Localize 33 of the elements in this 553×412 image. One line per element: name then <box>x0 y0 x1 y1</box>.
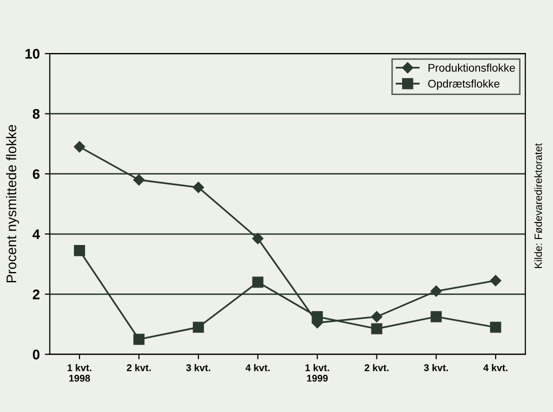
point <box>192 322 204 333</box>
y-tick-label: 0 <box>32 350 40 360</box>
point <box>312 311 323 322</box>
y-tick-label: 4 <box>32 229 40 240</box>
x-tick-label: 4 kvt. <box>246 364 270 372</box>
y-tick-label: 6 <box>32 169 40 180</box>
text: Kilde: Fødevaredirektoratet <box>534 143 542 268</box>
point <box>133 334 144 345</box>
point <box>133 174 145 186</box>
point <box>371 323 382 334</box>
x-tick-label: 1 kvt. 1998 <box>68 364 92 382</box>
point <box>74 141 86 152</box>
point <box>252 232 264 244</box>
y-tick-label: 10 <box>25 48 40 59</box>
y-axis-title: Procent nysmittede flokke <box>6 125 20 282</box>
x-tick-label: 2 kvt. <box>364 364 388 372</box>
point <box>430 286 442 297</box>
x-tick-label: 3 kvt. <box>186 364 210 372</box>
x-tick-label: 4 kvt. <box>483 364 508 372</box>
legend-label: Produktionsflokke <box>428 64 515 72</box>
point <box>430 311 442 322</box>
x-tick-label: 3 kvt. <box>424 364 448 372</box>
x-tick-label: 1 kvt. 1999 <box>305 364 330 382</box>
legend-label: Opdrætsflokke <box>428 79 500 90</box>
point <box>252 276 264 288</box>
point <box>371 311 382 322</box>
point <box>192 182 204 194</box>
y-tick-label: 2 <box>32 290 40 300</box>
point <box>74 245 86 256</box>
point <box>490 275 502 286</box>
x-tick-label: 2 kvt. <box>126 364 151 372</box>
point <box>490 322 502 333</box>
y-tick-label: 8 <box>32 109 40 119</box>
